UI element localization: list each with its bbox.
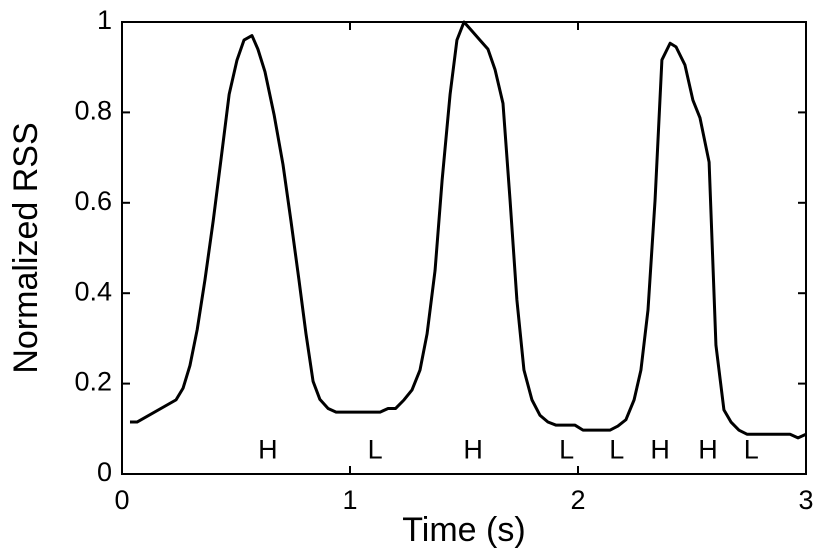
y-tick-label: 0.8 [74,96,112,126]
x-tick-label: 2 [570,485,585,515]
y-tick-label: 0.2 [74,367,112,397]
y-tick-label: 0.4 [74,276,112,306]
annotation: H [698,435,718,465]
y-tick-label: 0.6 [74,186,112,216]
x-tick-label: 3 [798,485,813,515]
y-tick-label: 1 [97,5,112,35]
x-axis-label: Time (s) [402,511,525,549]
annotation: L [609,435,624,465]
annotation: H [463,435,483,465]
line-series [129,20,807,440]
annotation: L [744,435,759,465]
x-tick-label: 1 [342,485,357,515]
x-tick-label: 0 [114,485,129,515]
y-axis-label: Normalized RSS [7,122,45,373]
plot-frame [121,21,807,475]
y-tick-label: 0 [97,457,112,487]
annotation: L [368,435,383,465]
annotation: L [559,435,574,465]
annotation: H [258,435,278,465]
annotation: H [650,435,670,465]
